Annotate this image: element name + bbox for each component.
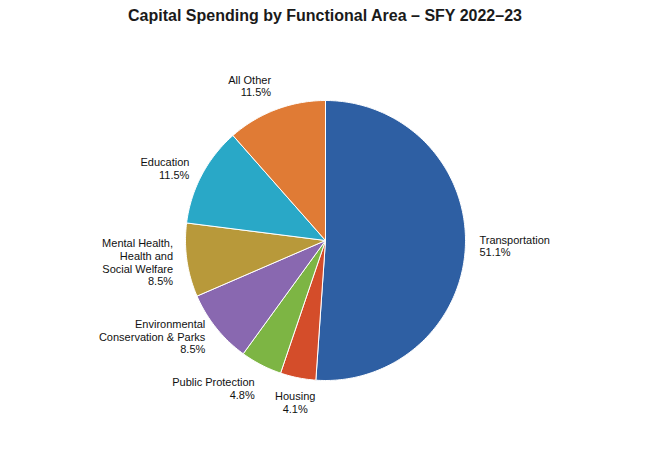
svg-text:Housing4.1%: Housing4.1% [275,390,315,415]
svg-text:Education11.5%: Education11.5% [140,156,189,181]
svg-text:EnvironmentalConservation & Pa: EnvironmentalConservation & Parks8.5% [99,318,206,355]
svg-text:Mental Health,Health andSocial: Mental Health,Health andSocial Welfare8.… [102,237,173,287]
svg-text:All Other11.5%: All Other11.5% [228,74,271,99]
svg-text:Transportation51.1%: Transportation51.1% [479,234,550,259]
html-text:Capital Spending by Functional: Capital Spending by Functional Area – SF… [128,7,522,24]
svg-text:Public Protection4.8%: Public Protection4.8% [172,376,255,401]
